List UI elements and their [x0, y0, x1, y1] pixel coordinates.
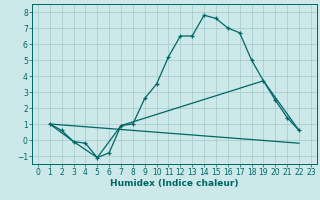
X-axis label: Humidex (Indice chaleur): Humidex (Indice chaleur)	[110, 179, 239, 188]
